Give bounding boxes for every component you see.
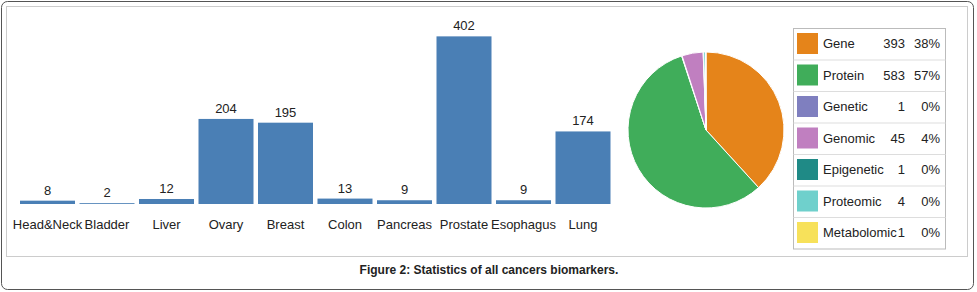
category-label: Esophagus: [491, 217, 557, 232]
legend-count: 583: [883, 68, 905, 83]
figure-frame: [2, 2, 974, 290]
pie-slice: [682, 52, 706, 130]
bar: [199, 119, 254, 204]
legend-swatch: [797, 65, 818, 86]
bar: [20, 201, 75, 204]
legend-label: Proteomic: [823, 194, 882, 209]
legend-swatch: [797, 191, 818, 212]
legend-row-line: [794, 186, 946, 187]
legend-row-line: [794, 154, 946, 155]
legend-count: 45: [891, 131, 905, 146]
legend-swatch: [797, 159, 818, 180]
legend-label: Protein: [823, 68, 864, 83]
data-label: 174: [572, 113, 594, 128]
category-label: Liver: [152, 217, 181, 232]
legend-row-line: [794, 91, 946, 92]
pie-slice: [705, 52, 706, 130]
legend-percent: 0%: [921, 99, 940, 114]
legend-label: Epigenetic: [823, 162, 884, 177]
pie-slice: [704, 52, 706, 130]
bar: [437, 36, 492, 204]
legend-swatch: [797, 222, 818, 243]
category-label: Ovary: [209, 217, 244, 232]
data-label: 9: [401, 182, 408, 197]
legend-row-line: [794, 123, 946, 124]
legend-percent: 0%: [921, 162, 940, 177]
legend-swatch: [797, 128, 818, 149]
legend-count: 1: [898, 99, 905, 114]
data-label: 2: [103, 185, 110, 200]
legend: Gene 393 38% Protein 583 57% Genetic 1 0% Genomic…: [794, 29, 946, 250]
category-label: Breast: [267, 217, 305, 232]
category-label: Head&Neck: [13, 217, 83, 232]
data-label: 9: [520, 182, 527, 197]
category-label: Colon: [328, 217, 362, 232]
bars: [20, 36, 611, 204]
pie: [628, 52, 784, 208]
caption: Figure 2: Statistics of all cancers biom…: [360, 263, 619, 277]
legend-percent: 57%: [914, 68, 940, 83]
bar: [139, 199, 194, 204]
legend-frame: [794, 29, 946, 250]
legend-count: 393: [883, 36, 905, 51]
legend-count: 1: [898, 225, 905, 240]
legend-count: 1: [898, 162, 905, 177]
figure: 8 Head&Neck 2 Bladder 12 Liver 204 Ovary 195 Brea…: [0, 0, 977, 292]
bar: [318, 199, 373, 204]
pie-slice: [703, 52, 706, 130]
legend-percent: 4%: [921, 131, 940, 146]
bar: [258, 123, 313, 204]
data-label: 8: [44, 183, 51, 198]
legend-label: Metabolomic: [823, 225, 897, 240]
legend-percent: 0%: [921, 194, 940, 209]
legend-percent: 0%: [921, 225, 940, 240]
category-label: Prostate: [440, 217, 488, 232]
bar: [80, 203, 135, 204]
legend-percent: 38%: [914, 36, 940, 51]
category-label: Pancreas: [377, 217, 432, 232]
data-label: 204: [215, 101, 237, 116]
bar: [556, 131, 611, 204]
legend-row-line: [794, 60, 946, 61]
legend-swatch: [797, 33, 818, 54]
legend-label: Gene: [823, 36, 855, 51]
data-label: 12: [159, 181, 173, 196]
bar-labels: 8 Head&Neck 2 Bladder 12 Liver 204 Ovary 195 Brea…: [13, 18, 598, 232]
data-label: 13: [338, 181, 352, 196]
chart-frame: [7, 7, 968, 257]
category-label: Lung: [569, 217, 598, 232]
legend-label: Genomic: [823, 131, 876, 146]
legend-label: Genetic: [823, 99, 868, 114]
bar: [496, 200, 551, 204]
legend-swatch: [797, 96, 818, 117]
category-label: Bladder: [85, 217, 130, 232]
data-label: 402: [453, 18, 475, 33]
legend-count: 4: [898, 194, 905, 209]
bar: [377, 200, 432, 204]
legend-row-line: [794, 217, 946, 218]
data-label: 195: [275, 105, 297, 120]
